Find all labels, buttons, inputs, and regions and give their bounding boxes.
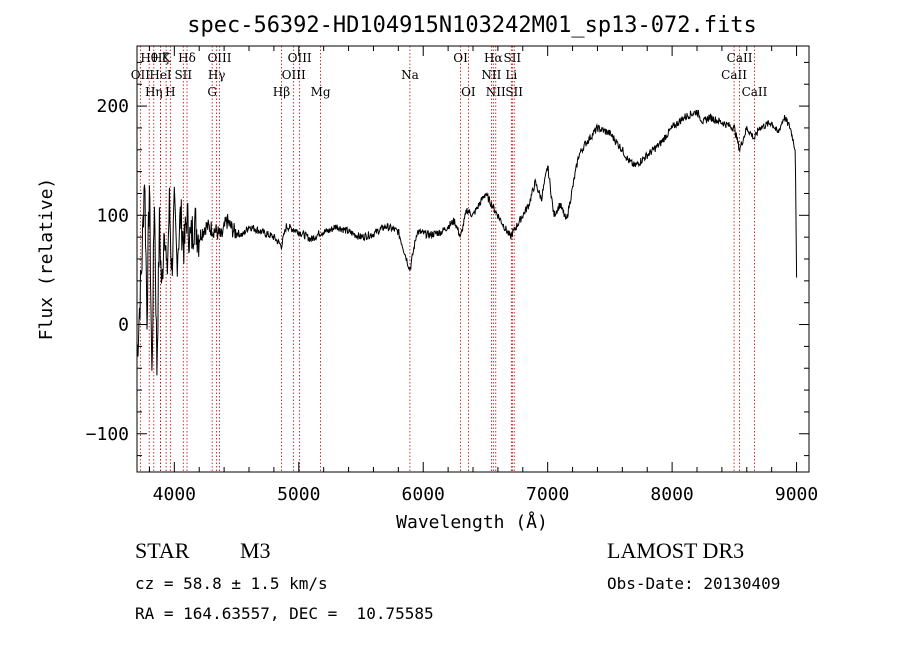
class-label: STAR bbox=[135, 538, 190, 563]
marker-label: Hβ bbox=[273, 85, 290, 99]
redshift-readout: cz = 58.8 ± 1.5 km/s bbox=[135, 574, 328, 593]
marker-label: CaII bbox=[721, 68, 747, 82]
marker-label: G bbox=[207, 85, 217, 99]
marker-label: SII bbox=[503, 51, 521, 65]
marker-label: Hθ bbox=[140, 51, 158, 65]
x-axis-label: Wavelength (Å) bbox=[396, 511, 548, 533]
spectrum-line bbox=[136, 109, 798, 376]
marker-label: OII bbox=[131, 68, 151, 82]
marker-label: Hδ bbox=[178, 51, 196, 65]
x-tick-label: 5000 bbox=[277, 484, 320, 505]
obs-date: Obs-Date: 20130409 bbox=[607, 574, 781, 593]
x-tick-label: 8000 bbox=[650, 484, 693, 505]
emission-line-labels: OII Hθ Hη Hζ HeI K H SII Hδ G OIII Hγ Hβ OIII OIII Mg Na… bbox=[131, 51, 768, 99]
marker-label: Hα bbox=[484, 51, 503, 65]
marker-label: OIII bbox=[288, 51, 312, 65]
marker-label: Hζ bbox=[152, 51, 169, 65]
marker-label: Hη bbox=[145, 85, 163, 99]
marker-label: NII bbox=[486, 85, 506, 99]
y-tick-label: 0 bbox=[118, 315, 129, 336]
y-tick-label: 100 bbox=[96, 205, 129, 226]
subclass-label: M3 bbox=[240, 538, 271, 563]
plot-frame bbox=[136, 45, 810, 473]
spectrum-series bbox=[136, 109, 798, 376]
y-tick-label: 200 bbox=[96, 96, 129, 117]
marker-label: HeI bbox=[149, 68, 172, 82]
marker-label: CaII bbox=[727, 51, 753, 65]
marker-label: H bbox=[165, 85, 175, 99]
marker-label: Mg bbox=[311, 85, 331, 99]
x-tick-label: 4000 bbox=[153, 484, 196, 505]
marker-label: Na bbox=[401, 68, 419, 82]
x-tick-label: 9000 bbox=[775, 484, 818, 505]
marker-label: CaII bbox=[742, 85, 768, 99]
x-tick-label: 6000 bbox=[402, 484, 445, 505]
marker-label: SII bbox=[505, 85, 523, 99]
y-tick-label: −100 bbox=[86, 424, 129, 445]
marker-label: NII bbox=[481, 68, 501, 82]
coordinates: RA = 164.63557, DEC = 10.75585 bbox=[135, 604, 434, 623]
marker-label: SII bbox=[174, 68, 192, 82]
chart-title: spec-56392-HD104915N103242M01_sp13-072.f… bbox=[187, 13, 757, 38]
x-axis: 4000 5000 6000 7000 8000 9000 bbox=[148, 46, 818, 505]
marker-label: OIII bbox=[207, 51, 231, 65]
emission-line-markers bbox=[139, 46, 755, 472]
y-axis-label: Flux (relative) bbox=[36, 178, 57, 341]
marker-label: OI bbox=[453, 51, 468, 65]
marker-label: OIII bbox=[282, 68, 306, 82]
x-tick-label: 7000 bbox=[526, 484, 569, 505]
marker-label: OI bbox=[461, 85, 476, 99]
survey-label: LAMOST DR3 bbox=[607, 538, 745, 563]
marker-label: Li bbox=[505, 68, 517, 82]
marker-label: Hγ bbox=[208, 68, 226, 82]
y-axis: −100 0 100 200 bbox=[86, 61, 809, 457]
marker-label: K bbox=[162, 51, 172, 65]
